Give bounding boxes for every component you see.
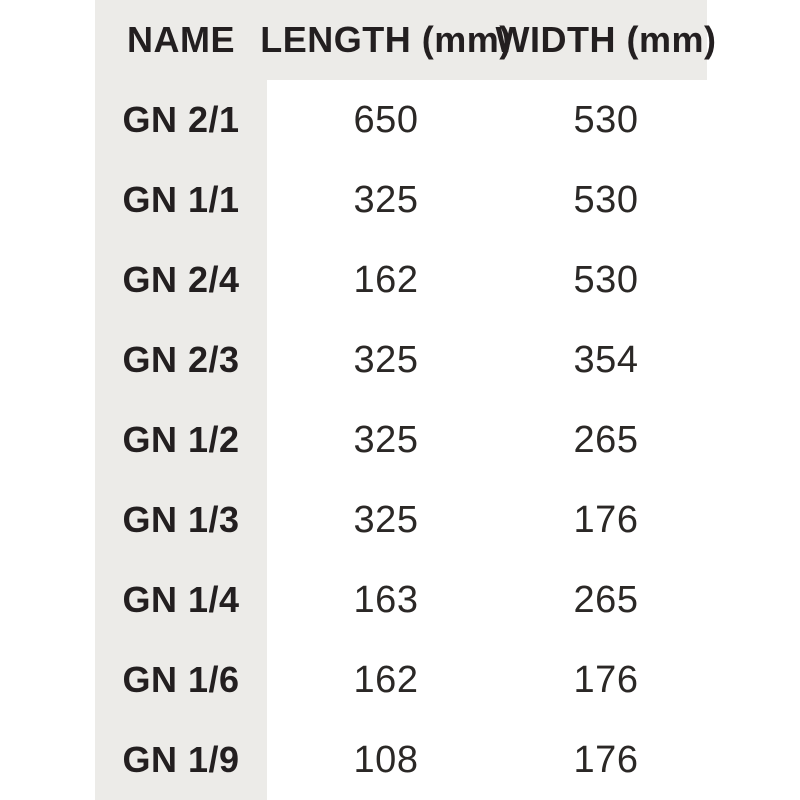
row-name: GN 1/9 — [122, 739, 240, 780]
row-width-value: 530 — [573, 178, 639, 221]
row-width-value: 176 — [573, 738, 639, 781]
column-header-width: WIDTH (mm) — [495, 19, 717, 60]
row-length-value: 325 — [353, 338, 419, 381]
row-width-value: 530 — [573, 98, 639, 141]
row-length-value: 325 — [353, 178, 419, 221]
row-name: GN 1/3 — [122, 499, 240, 540]
row-width-value: 265 — [573, 418, 639, 461]
row-name: GN 1/1 — [122, 179, 240, 220]
row-width-value: 265 — [573, 578, 639, 621]
row-length-value: 325 — [353, 498, 419, 541]
column-header-length: LENGTH (mm) — [260, 19, 512, 60]
row-name: GN 1/4 — [122, 579, 240, 620]
row-length-value: 163 — [353, 578, 419, 621]
name-column-background — [95, 0, 267, 800]
row-length-value: 162 — [353, 658, 419, 701]
row-name: GN 1/6 — [122, 659, 240, 700]
row-width-value: 176 — [573, 658, 639, 701]
size-table: NAME LENGTH (mm) WIDTH (mm) GN 2/1 650 5… — [95, 0, 717, 800]
row-name: GN 2/1 — [122, 99, 240, 140]
row-length-value: 650 — [353, 98, 419, 141]
row-name: GN 1/2 — [122, 419, 240, 460]
row-width-value: 530 — [573, 258, 639, 301]
row-name: GN 2/4 — [122, 259, 240, 300]
row-length-value: 325 — [353, 418, 419, 461]
row-name: GN 2/3 — [122, 339, 240, 380]
row-length-value: 108 — [353, 738, 419, 781]
header-row-background — [95, 0, 707, 80]
column-header-name: NAME — [127, 19, 235, 60]
row-width-value: 176 — [573, 498, 639, 541]
row-length-value: 162 — [353, 258, 419, 301]
row-width-value: 354 — [573, 338, 639, 381]
